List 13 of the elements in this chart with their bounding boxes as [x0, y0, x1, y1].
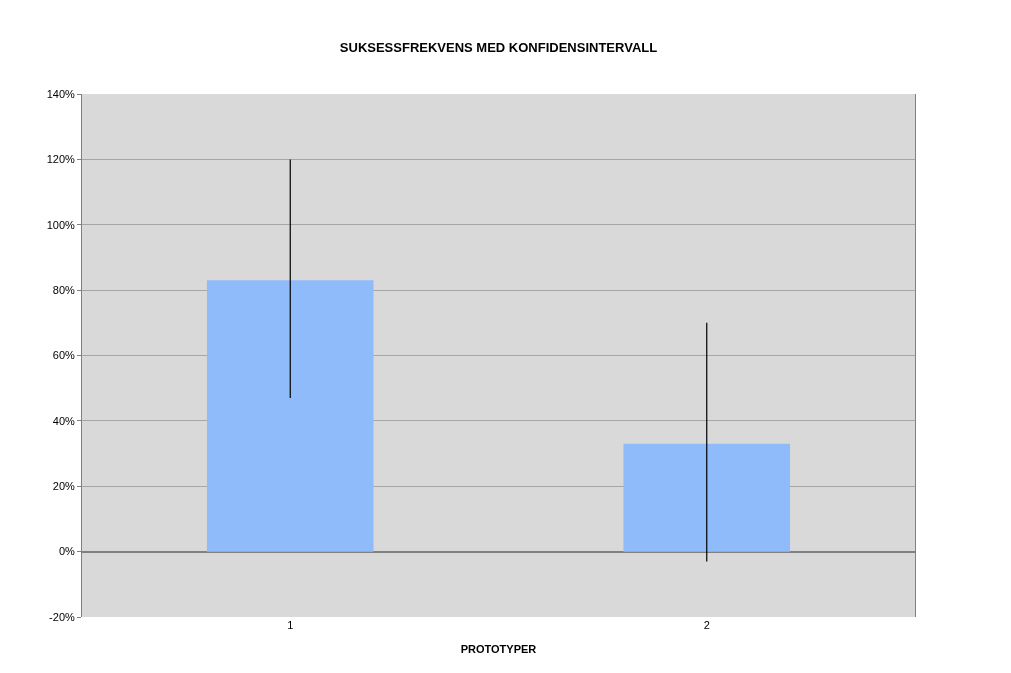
y-tick-label: 80%: [52, 283, 75, 296]
y-tick-label: 20%: [52, 480, 75, 493]
y-tick-label: 0%: [58, 545, 76, 558]
x-axis-title: PROTOTYPER: [460, 643, 537, 656]
y-tick-label: 100%: [46, 218, 76, 231]
y-tick-label: 120%: [46, 153, 76, 166]
chart-title: SUKSESSFREKVENS MED KONFIDENSINTERVALL: [339, 39, 658, 55]
y-tick-label: 40%: [52, 414, 75, 427]
y-tick-label: 140%: [46, 87, 76, 100]
y-tick-label: -20%: [49, 610, 76, 623]
x-tick-label: 2: [703, 619, 710, 631]
y-tick-label: 60%: [52, 349, 75, 362]
x-tick-label: 1: [287, 619, 294, 631]
